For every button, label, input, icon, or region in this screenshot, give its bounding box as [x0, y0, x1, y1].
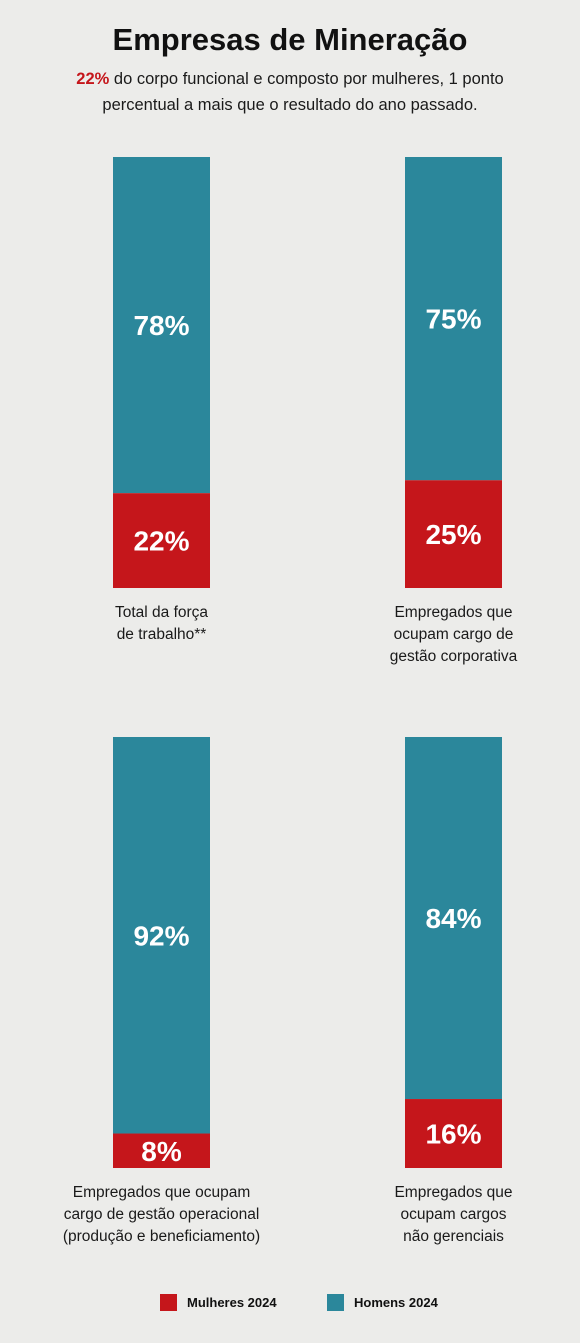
chart-caption-4-line-1: Empregados que	[394, 1184, 512, 1201]
chart-caption-2-line-2: ocupam cargo de	[394, 626, 514, 643]
legend-item-women: Mulheres 2024	[160, 1292, 277, 1312]
data-label-men-2: 75%	[425, 304, 481, 335]
legend-label-men: Homens 2024	[354, 1294, 438, 1310]
bar-segment-men-2	[405, 157, 502, 481]
page-subtitle: 22% do corpo funcional e composto por mu…	[40, 66, 540, 118]
page-title: Empresas de Mineração	[112, 22, 468, 57]
chart-caption-3-line-2: cargo de gestão operacional	[64, 1206, 260, 1223]
bar-segment-women-1	[113, 493, 210, 588]
chart-caption-1-line-1: Total da força	[115, 604, 208, 621]
bar-segment-men-3	[113, 737, 210, 1134]
chart-caption-3-line-3: (produção e beneficiamento)	[63, 1228, 260, 1245]
bar-segment-men-4	[405, 737, 502, 1100]
data-label-men-1: 78%	[133, 310, 189, 341]
data-label-men-4: 84%	[425, 903, 481, 934]
chart-caption-2-line-1: Empregados que	[394, 604, 512, 621]
chart-caption-3-line-1: Empregados que ocupam	[73, 1184, 251, 1201]
data-label-women-1: 22%	[133, 526, 189, 557]
bar-segment-women-2	[405, 480, 502, 588]
bar-segment-women-3	[113, 1133, 210, 1168]
chart-caption-2-line-3: gestão corporativa	[390, 648, 518, 665]
chart-caption-4-line-2: ocupam cargos	[401, 1206, 507, 1223]
legend-label-women: Mulheres 2024	[187, 1294, 277, 1310]
legend-swatch-men	[327, 1293, 344, 1311]
subtitle-text: do corpo funcional e composto por mulher…	[102, 70, 504, 114]
data-label-women-4: 16%	[425, 1119, 481, 1150]
data-label-women-2: 25%	[425, 519, 481, 550]
legend-swatch-women	[160, 1293, 177, 1311]
bar-segment-men-1	[113, 157, 210, 494]
legend: Mulheres 2024 Homens 2024	[0, 1292, 580, 1314]
chart-caption-1-line-2: de trabalho**	[117, 626, 207, 643]
chart-caption-4-line-3: não gerenciais	[403, 1228, 504, 1245]
bar-segment-women-4	[405, 1099, 502, 1168]
subtitle-highlight: 22%	[76, 70, 110, 88]
legend-item-men: Homens 2024	[327, 1292, 438, 1312]
data-label-men-3: 92%	[133, 920, 189, 951]
data-label-women-3: 8%	[141, 1136, 182, 1167]
